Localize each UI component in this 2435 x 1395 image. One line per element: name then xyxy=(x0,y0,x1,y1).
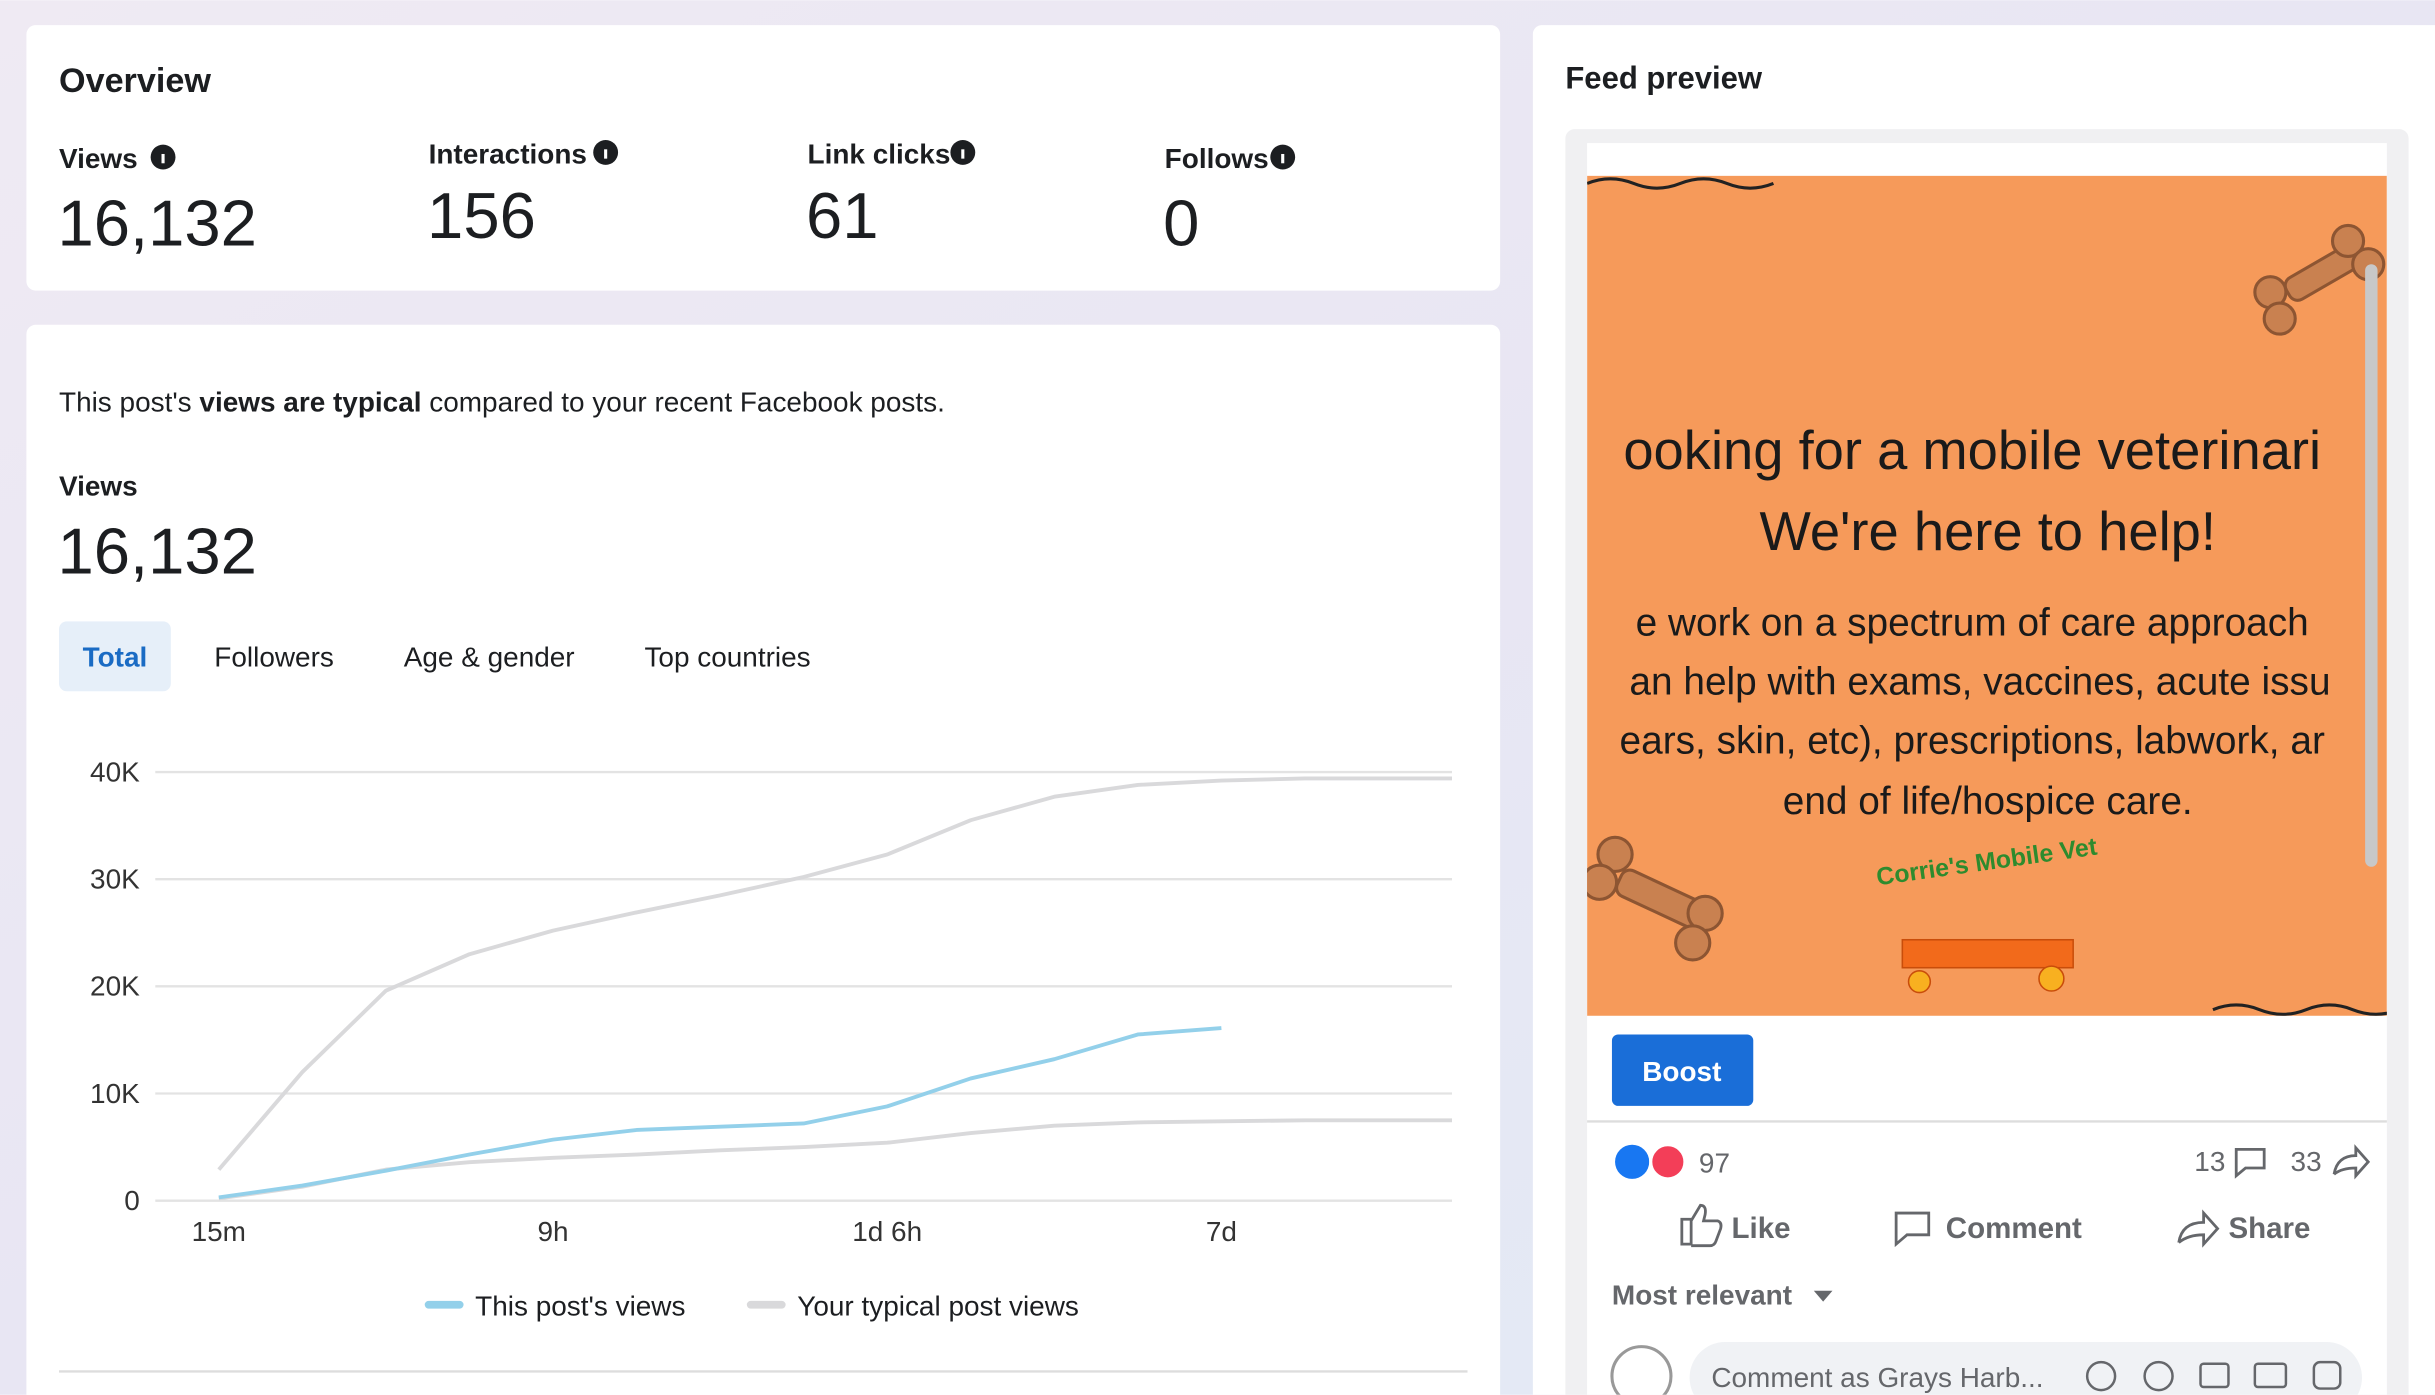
image-bg xyxy=(1587,175,2387,1016)
decor xyxy=(2212,1003,2387,1016)
x-tick-label: 1d 6h xyxy=(852,1216,922,1247)
metric-label: Link clicks xyxy=(808,138,951,169)
comment-icon xyxy=(2234,1148,2266,1179)
insight-text: This post's views are typical compared t… xyxy=(59,387,945,418)
comment-count[interactable]: 13 xyxy=(2194,1146,2225,1177)
legend-label[interactable]: This post's views xyxy=(475,1291,685,1322)
scrollbar xyxy=(2365,264,2378,867)
comment-icon xyxy=(1894,1211,1931,1248)
metric-label: Follows xyxy=(1165,143,1269,174)
like-reaction xyxy=(1615,1144,1650,1179)
legend-label[interactable]: Your typical post views xyxy=(797,1291,1079,1322)
insight-bold: views are typical xyxy=(199,387,421,418)
boost-label[interactable]: Boost xyxy=(1642,1056,1721,1087)
tool-icon[interactable] xyxy=(2253,1362,2288,1389)
tab[interactable]: Followers xyxy=(214,641,334,672)
metric-value: 0 xyxy=(1163,187,1199,260)
decor xyxy=(1587,177,1775,190)
insight-part: This post's xyxy=(59,387,199,418)
metric-label: Interactions xyxy=(429,138,587,169)
insight-part: compared to your recent Facebook posts. xyxy=(422,387,945,418)
caret xyxy=(1813,1290,1833,1302)
x-tick-label: 15m xyxy=(192,1216,246,1247)
metric-value: 16,132 xyxy=(57,187,256,260)
image-text: ooking for a mobile veterinari xyxy=(1623,420,2321,481)
like-icon xyxy=(1680,1203,1723,1248)
y-tick-label: 10K xyxy=(90,1078,140,1109)
sort-select[interactable]: Most relevant xyxy=(1612,1280,1792,1311)
image-text: an help with exams, vaccines, acute issu xyxy=(1629,660,2330,703)
overview-card xyxy=(26,25,1501,291)
y-tick-label: 20K xyxy=(90,971,140,1002)
action-button[interactable]: Comment xyxy=(1946,1212,2082,1245)
share-count[interactable]: 33 xyxy=(2291,1146,2322,1177)
love-reaction xyxy=(1649,1143,1687,1181)
bones xyxy=(1587,223,2386,962)
x-tick-label: 7d xyxy=(1206,1216,1237,1247)
reaction-count[interactable]: 97 xyxy=(1699,1148,1730,1179)
feed-preview: Feed preview ooking for a mobile veterin… xyxy=(1532,25,2435,1395)
series-line xyxy=(218,1026,1222,1200)
image-text: e work on a spectrum of care approach xyxy=(1636,601,2309,644)
views-value: 16,132 xyxy=(57,514,256,587)
tab[interactable]: Top countries xyxy=(644,641,810,672)
avatar xyxy=(1610,1345,1673,1395)
metric-label: Views xyxy=(59,143,138,174)
tool-icon[interactable] xyxy=(2199,1362,2230,1389)
image-text: ears, skin, etc), prescriptions, labwork… xyxy=(1620,719,2325,762)
x-tick-label: 9h xyxy=(537,1216,568,1247)
y-tick-label: 0 xyxy=(124,1185,140,1216)
image-text: end of life/hospice care. xyxy=(1783,780,2193,823)
tab[interactable]: Age & gender xyxy=(404,641,575,672)
tool-icon[interactable] xyxy=(2085,1360,2117,1392)
logo-wheel xyxy=(1907,970,1932,994)
tab[interactable]: Total xyxy=(83,641,148,672)
action-button[interactable]: Like xyxy=(1732,1212,1791,1245)
logo-truck xyxy=(1901,938,2074,969)
boost-button[interactable] xyxy=(1611,1034,1754,1106)
image-text: We're here to help! xyxy=(1760,501,2216,562)
views-card xyxy=(26,324,1501,1395)
comment-placeholder[interactable]: Comment as Grays Harb... xyxy=(1711,1362,2043,1393)
metric-value: 156 xyxy=(427,179,536,252)
tool-icon[interactable] xyxy=(2143,1360,2174,1392)
overview-title: Overview xyxy=(59,62,211,100)
action-button[interactable]: Share xyxy=(2228,1212,2310,1245)
comment-tools xyxy=(2085,1360,2342,1392)
share-icon xyxy=(2332,1144,2371,1180)
comment-box[interactable] xyxy=(1689,1341,2363,1395)
logo-wheel xyxy=(2038,965,2065,992)
tab-active-bg[interactable] xyxy=(59,621,171,692)
y-tick-label: 40K xyxy=(90,756,140,787)
chart: 0 10K 20K 30K 40K 15m 9h 1d 6h 7d This post's vie… xyxy=(90,756,1452,1322)
metric-value: 61 xyxy=(806,179,879,252)
share-icon xyxy=(2177,1209,2220,1248)
post-image: ooking for a mobile veterinari We're her… xyxy=(1587,175,2387,1016)
y-tick-label: 30K xyxy=(90,864,140,895)
views-label: Views xyxy=(59,471,138,502)
feed-title: Feed preview xyxy=(1565,61,1763,96)
series-line xyxy=(217,776,1452,1171)
tool-icon[interactable] xyxy=(2312,1360,2342,1390)
